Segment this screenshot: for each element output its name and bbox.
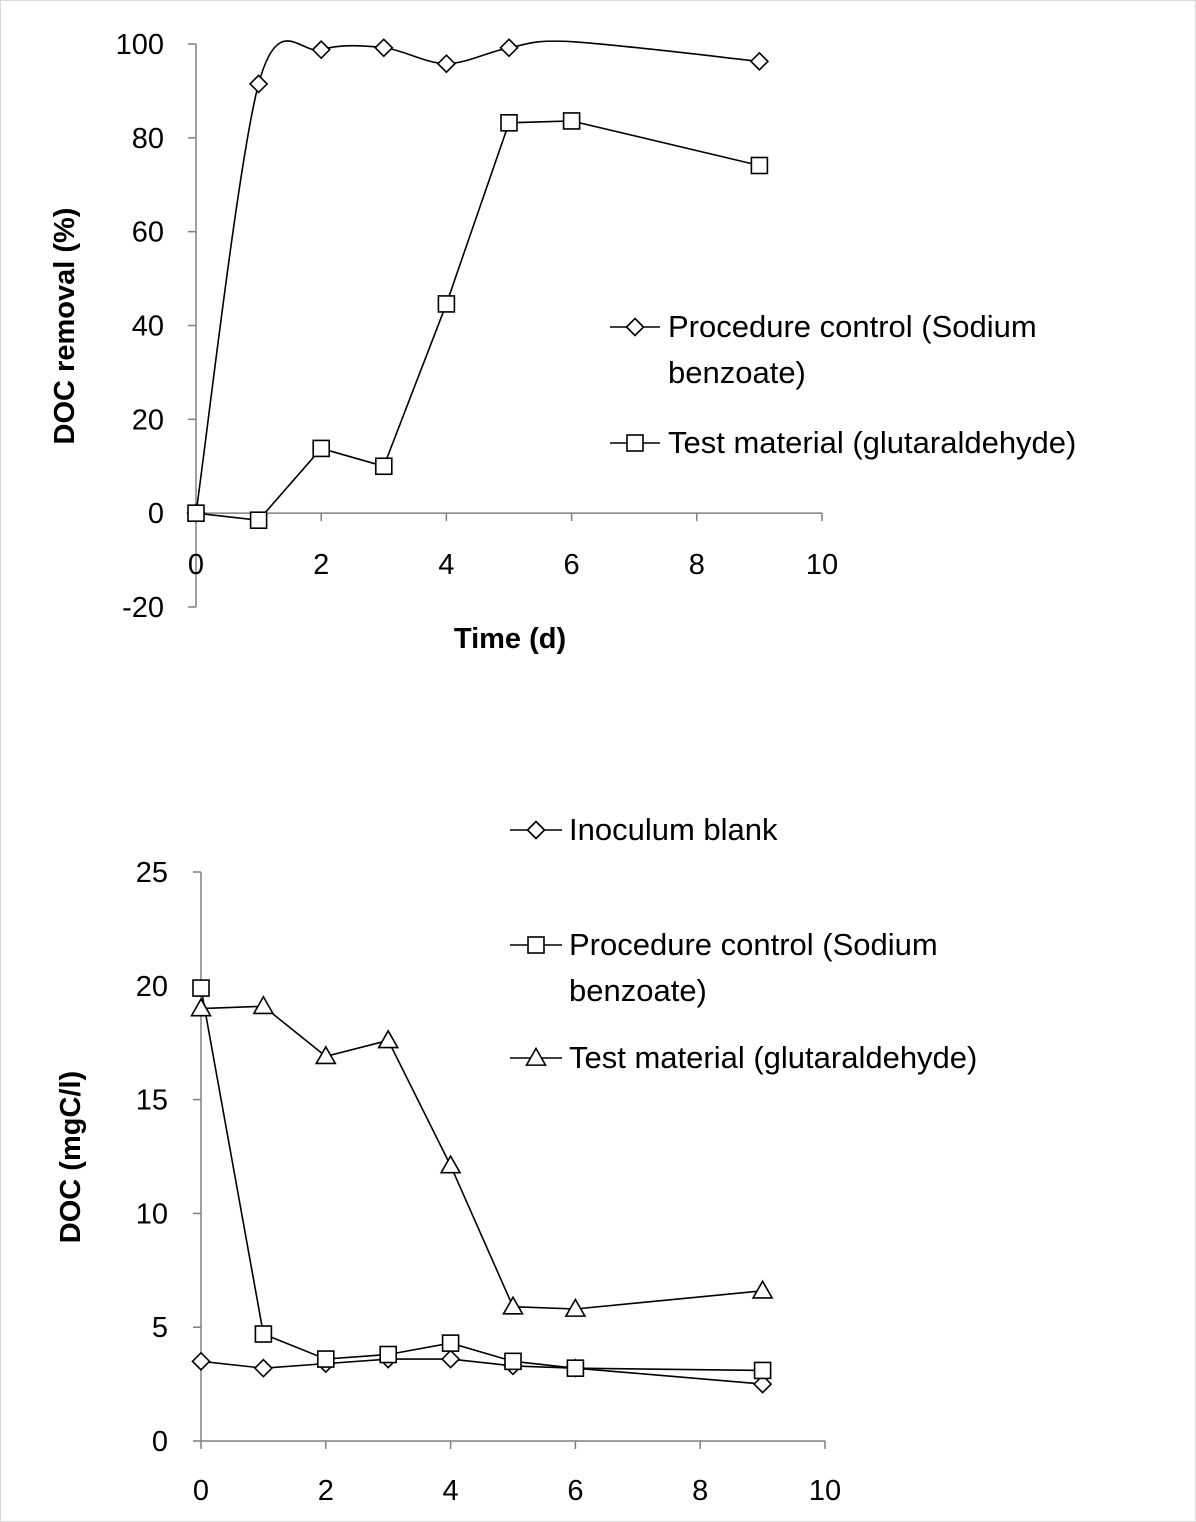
data-point-square: [562, 112, 581, 130]
data-point-square: [379, 1345, 398, 1364]
y-tick-label: 0: [152, 1426, 168, 1458]
data-point-diamond: [311, 39, 331, 60]
data-point-diamond: [191, 1351, 211, 1371]
y-tick-label: 15: [136, 1085, 168, 1117]
x-tick-label: 8: [689, 549, 705, 581]
series-triangle: [190, 995, 774, 1317]
y-tick-label: -20: [122, 592, 164, 624]
x-tick-label: 6: [564, 549, 580, 581]
data-point-square: [750, 156, 769, 175]
x-axis-title: Time (d): [454, 623, 566, 655]
data-point-square: [753, 1361, 772, 1380]
series-line: [200, 987, 763, 1372]
data-point-triangle: [751, 1279, 774, 1299]
data-point-diamond: [374, 38, 394, 58]
data-point-square: [441, 1334, 460, 1352]
data-point-square: [187, 504, 205, 522]
x-tick-label: 2: [318, 1475, 334, 1507]
data-point-diamond: [248, 74, 269, 94]
legend-marker-diamond: [526, 820, 546, 840]
axes: 0 5 10 15 20 25 0 2 4 6 8 10 DOC (mgC/l): [55, 857, 841, 1507]
legend-label: Test material (glutaraldehyde): [668, 425, 1076, 460]
data-point-square: [312, 439, 331, 458]
data-point-square: [249, 511, 268, 530]
y-tick-label: 40: [132, 311, 164, 343]
series-line: [200, 1005, 763, 1310]
data-point-triangle: [502, 1295, 524, 1315]
legend-marker-square: [626, 434, 644, 452]
x-tick-label: 6: [567, 1475, 583, 1507]
data-point-square: [504, 1352, 522, 1371]
axes: -20 0 20 40 60 80 100 0 2 4 6 8 10 Time (d) DOC remova…: [49, 29, 838, 655]
data-point-square: [374, 457, 393, 476]
y-tick-label: 0: [148, 498, 164, 530]
series-square: [187, 112, 769, 530]
data-point-triangle: [377, 1029, 400, 1049]
data-point-square: [500, 114, 518, 132]
y-tick-label: 80: [132, 123, 164, 155]
legend-label: Test material (glutaraldehyde): [569, 1040, 977, 1075]
y-tick-label: 20: [132, 404, 164, 436]
legend-label: Inoculum blank: [569, 812, 778, 847]
legend-entry: Procedure control (Sodium benzoate): [510, 927, 938, 1008]
legend-marker-diamond: [625, 317, 645, 337]
legend-label: benzoate): [569, 973, 707, 1008]
legend-label: benzoate): [668, 355, 806, 390]
y-axis-title: DOC (mgC/l): [55, 1071, 87, 1243]
x-tick-label: 10: [806, 549, 838, 581]
x-tick-label: 0: [193, 1475, 209, 1507]
data-point-square: [316, 1350, 335, 1368]
data-point-diamond: [499, 38, 519, 58]
y-tick-label: 100: [116, 29, 164, 61]
y-tick-label: 10: [136, 1198, 168, 1230]
data-point-diamond: [253, 1358, 274, 1378]
data-point-square: [192, 979, 210, 997]
legend-label: Procedure control (Sodium: [569, 927, 938, 962]
legend-entry: Inoculum blank: [510, 812, 778, 847]
y-tick-label: 60: [132, 217, 164, 249]
data-point-square: [566, 1359, 585, 1377]
data-point-diamond: [749, 51, 770, 71]
x-tick-label: 0: [188, 549, 204, 581]
series-line: [195, 120, 760, 522]
data-point-diamond: [436, 54, 457, 74]
legend-label: Procedure control (Sodium: [668, 309, 1037, 344]
legend-marker-triangle: [525, 1046, 547, 1066]
x-tick-label: 10: [809, 1475, 841, 1507]
x-tick-label: 2: [313, 549, 329, 581]
legend-entry: Test material (glutaraldehyde): [510, 1040, 977, 1075]
legend-entry: Test material (glutaraldehyde): [610, 425, 1076, 460]
x-tick-label: 4: [438, 549, 454, 581]
data-point-square: [437, 295, 456, 313]
data-point-diamond: [440, 1349, 461, 1369]
series-square: [192, 979, 772, 1380]
data-point-diamond: [752, 1374, 773, 1394]
data-point-triangle: [190, 997, 212, 1017]
y-tick-label: 25: [136, 857, 168, 889]
data-point-triangle: [252, 995, 275, 1015]
data-point-triangle: [564, 1297, 587, 1317]
data-point-square: [254, 1325, 273, 1343]
data-point-triangle: [314, 1045, 337, 1065]
x-tick-label: 4: [443, 1475, 459, 1507]
y-tick-label: 20: [136, 971, 168, 1003]
doc-concentration-chart: 0 5 10 15 20 25 0 2 4 6 8 10 DOC (mgC/l) Inoculum bla…: [55, 812, 977, 1507]
legend-marker-square: [527, 936, 545, 954]
y-tick-label: 5: [152, 1312, 168, 1344]
legend-entry: Procedure control (Sodium benzoate): [610, 309, 1037, 390]
data-point-triangle: [439, 1154, 462, 1174]
removal-chart: -20 0 20 40 60 80 100 0 2 4 6 8 10 Time (d) DOC remova…: [49, 29, 1076, 655]
y-axis-title: DOC removal (%): [49, 208, 81, 445]
x-tick-label: 8: [692, 1475, 708, 1507]
series-diamond: [186, 38, 770, 523]
